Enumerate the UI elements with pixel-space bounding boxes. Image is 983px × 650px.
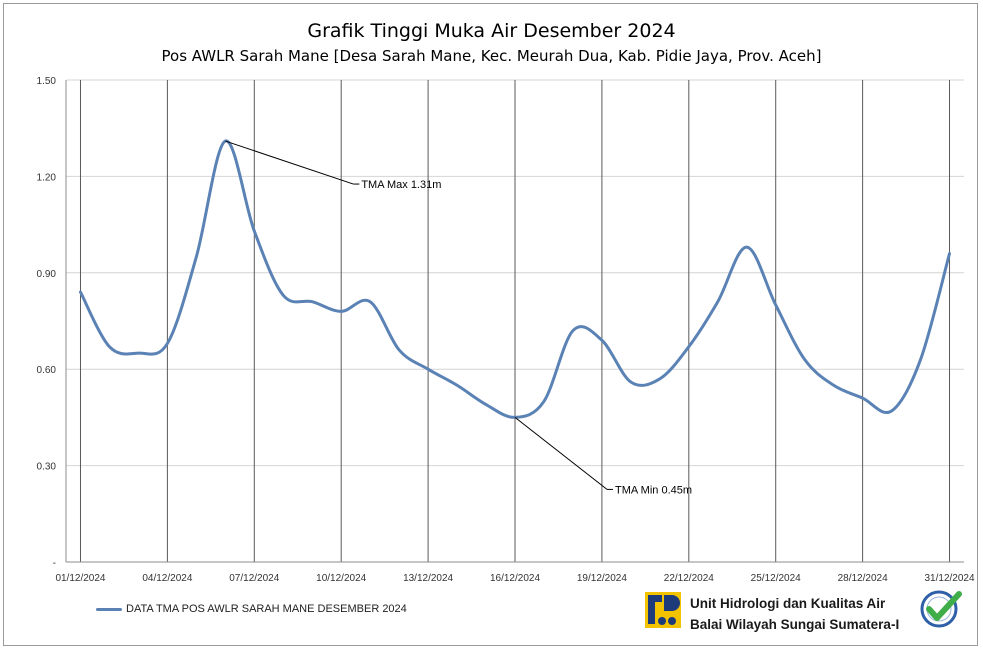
x-tick-label: 22/12/2024 — [664, 573, 714, 584]
certified-badge-icon — [920, 590, 962, 628]
x-tick-label: 19/12/2024 — [577, 573, 627, 584]
organization-line-1: Unit Hidrologi dan Kualitas Air — [690, 596, 886, 611]
x-tick-label: 01/12/2024 — [55, 573, 105, 584]
legend-label: DATA TMA POS AWLR SARAH MANE DESEMBER 20… — [126, 603, 407, 615]
legend-swatch — [96, 607, 122, 611]
annotation-leader — [514, 417, 608, 490]
x-tick-label: 13/12/2024 — [403, 573, 453, 584]
y-tick-label: 1.50 — [37, 76, 57, 87]
organization-name: Unit Hidrologi dan Kualitas Air Balai Wi… — [690, 593, 899, 635]
x-tick-label: 31/12/2024 — [924, 573, 974, 584]
x-tick-label: 04/12/2024 — [142, 573, 192, 584]
annotation-leader — [225, 140, 354, 185]
y-tick-label: - — [53, 558, 56, 569]
pupr-logo-icon — [645, 592, 681, 628]
annotation-label: TMA Min 0.45m — [615, 484, 692, 496]
x-tick-label: 16/12/2024 — [490, 573, 540, 584]
x-tick-label: 28/12/2024 — [838, 573, 888, 584]
chart-subtitle: Pos AWLR Sarah Mane [Desa Sarah Mane, Ke… — [161, 47, 822, 65]
chart-title: Grafik Tinggi Muka Air Desember 2024 — [307, 20, 676, 42]
chart-frame — [3, 3, 978, 646]
y-tick-label: 1.20 — [37, 172, 57, 183]
y-tick-label: 0.60 — [37, 365, 57, 376]
y-tick-label: 0.90 — [37, 269, 57, 280]
annotation-label: TMA Max 1.31m — [361, 179, 441, 191]
x-tick-label: 07/12/2024 — [229, 573, 279, 584]
x-tick-label: 25/12/2024 — [751, 573, 801, 584]
y-tick-label: 0.30 — [37, 462, 57, 473]
organization-line-2: Balai Wilayah Sungai Sumatera-I — [690, 617, 900, 632]
legend: DATA TMA POS AWLR SARAH MANE DESEMBER 20… — [96, 603, 407, 615]
x-tick-label: 10/12/2024 — [316, 573, 366, 584]
series-line — [78, 139, 952, 419]
